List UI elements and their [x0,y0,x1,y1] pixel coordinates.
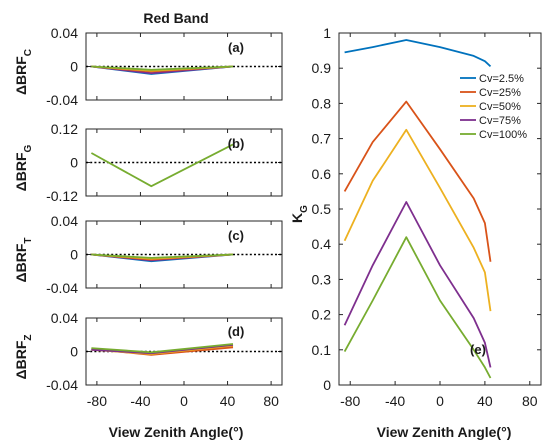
series-line-d-4 [91,343,234,354]
y-tick-label: 0.5 [312,201,332,217]
y-tick-label: 0.12 [51,121,78,137]
y-axis-label-main: K [289,213,305,223]
series-line-c-4 [91,253,234,259]
y-tick-label: -0.04 [46,377,78,393]
series-line-a-4 [91,65,234,71]
y-tick-label: 0 [70,247,78,263]
x-tick-label: 80 [522,393,538,409]
y-tick-label: 0.04 [51,25,78,41]
series-line-e-0 [344,39,492,68]
y-axis-label-subscript: G [23,144,34,152]
legend-entry: Cv=50% [479,101,521,113]
panel-label: (b) [228,136,245,151]
x-tick-label: 40 [477,393,493,409]
series-line-e-4 [343,236,492,379]
legend-entry: Cv=25% [479,87,521,99]
left-x-axis-label: View Zenith Angle(°) [109,424,244,440]
series-line-e-1 [343,100,492,262]
y-axis-label: ΔBRFC [13,49,34,95]
x-tick-label: 40 [220,393,236,409]
y-axis-label-subscript: Z [23,335,34,341]
y-tick-label: 0 [70,59,78,75]
y-axis-label-subscript: C [23,49,34,56]
y-axis-label: KG [289,205,310,223]
x-tick-label: -80 [87,393,107,409]
panel-label: (d) [228,324,245,339]
right-x-axis-label: View Zenith Angle(°) [377,424,512,440]
y-tick-label: 0 [70,155,78,171]
y-axis-label-subscript: T [23,238,34,244]
y-tick-label: 0.4 [312,236,332,252]
y-tick-label: 0.3 [312,271,332,287]
y-tick-label: 0 [70,344,78,360]
y-tick-label: 0.6 [312,166,332,182]
y-tick-label: 0.2 [312,307,332,323]
x-tick-label: 0 [180,393,188,409]
y-tick-label: 1 [323,25,331,41]
panel-label: (c) [228,228,244,243]
series-line-e-2 [343,128,492,312]
y-axis-label-main: ΔBRF [13,243,29,282]
x-tick-label: -40 [130,393,150,409]
legend-entry: Cv=2.5% [479,73,524,85]
legend-entry: Cv=100% [479,129,527,141]
y-axis-label-main: ΔBRF [13,152,29,191]
y-tick-label: 0.1 [312,342,332,358]
y-tick-label: 0.04 [51,310,78,326]
y-axis-label-main: ΔBRF [13,56,29,95]
y-tick-label: -0.04 [46,92,78,108]
y-tick-label: 0.9 [312,60,332,76]
x-tick-label: 80 [263,393,279,409]
y-tick-label: 0.04 [51,213,78,229]
x-tick-label: -40 [385,393,405,409]
legend-entry: Cv=75% [479,115,521,127]
panel-e-frame [338,32,542,386]
panel-b: 0.12 0 -0.12 (b) ΔBRFG [13,121,283,204]
panel-c: 0.04 0 -0.04 (c) ΔBRFT [13,213,283,296]
series-line-e-3 [343,201,492,368]
x-tick-label: 0 [436,393,444,409]
panel-e: -80 -40 0 40 80 0 0.1 0.2 0.3 0.4 0.5 0.6 0.7 0.8 0.9 1… [289,25,542,409]
y-tick-label: -0.04 [46,280,78,296]
y-tick-label: -0.12 [46,188,78,204]
panel-d: -80 -40 0 40 80 0.04 0 -0.04 (d) ΔBRFZ [13,310,283,409]
y-axis-label: ΔBRFT [13,238,34,283]
x-tick-label: -80 [340,393,360,409]
panel-a: 0.04 0 -0.04 (a) ΔBRFC [13,25,283,108]
chart-panels: 0.040-0.04(a)ΔBRFC0.120-0.12(b)ΔBRFG0.04… [13,25,542,409]
y-axis-label-subscript: G [299,205,310,213]
panel-label: (e) [470,342,486,357]
figure-title: Red Band [143,10,208,26]
y-axis-label: ΔBRFZ [13,335,34,380]
y-axis-label-main: ΔBRF [13,340,29,379]
panel-label: (a) [228,40,244,55]
y-axis-label: ΔBRFG [13,144,34,191]
y-tick-label: 0.8 [312,95,332,111]
y-tick-label: 0 [323,377,331,393]
y-tick-label: 0.7 [312,131,332,147]
series-line-b-0 [90,143,234,188]
